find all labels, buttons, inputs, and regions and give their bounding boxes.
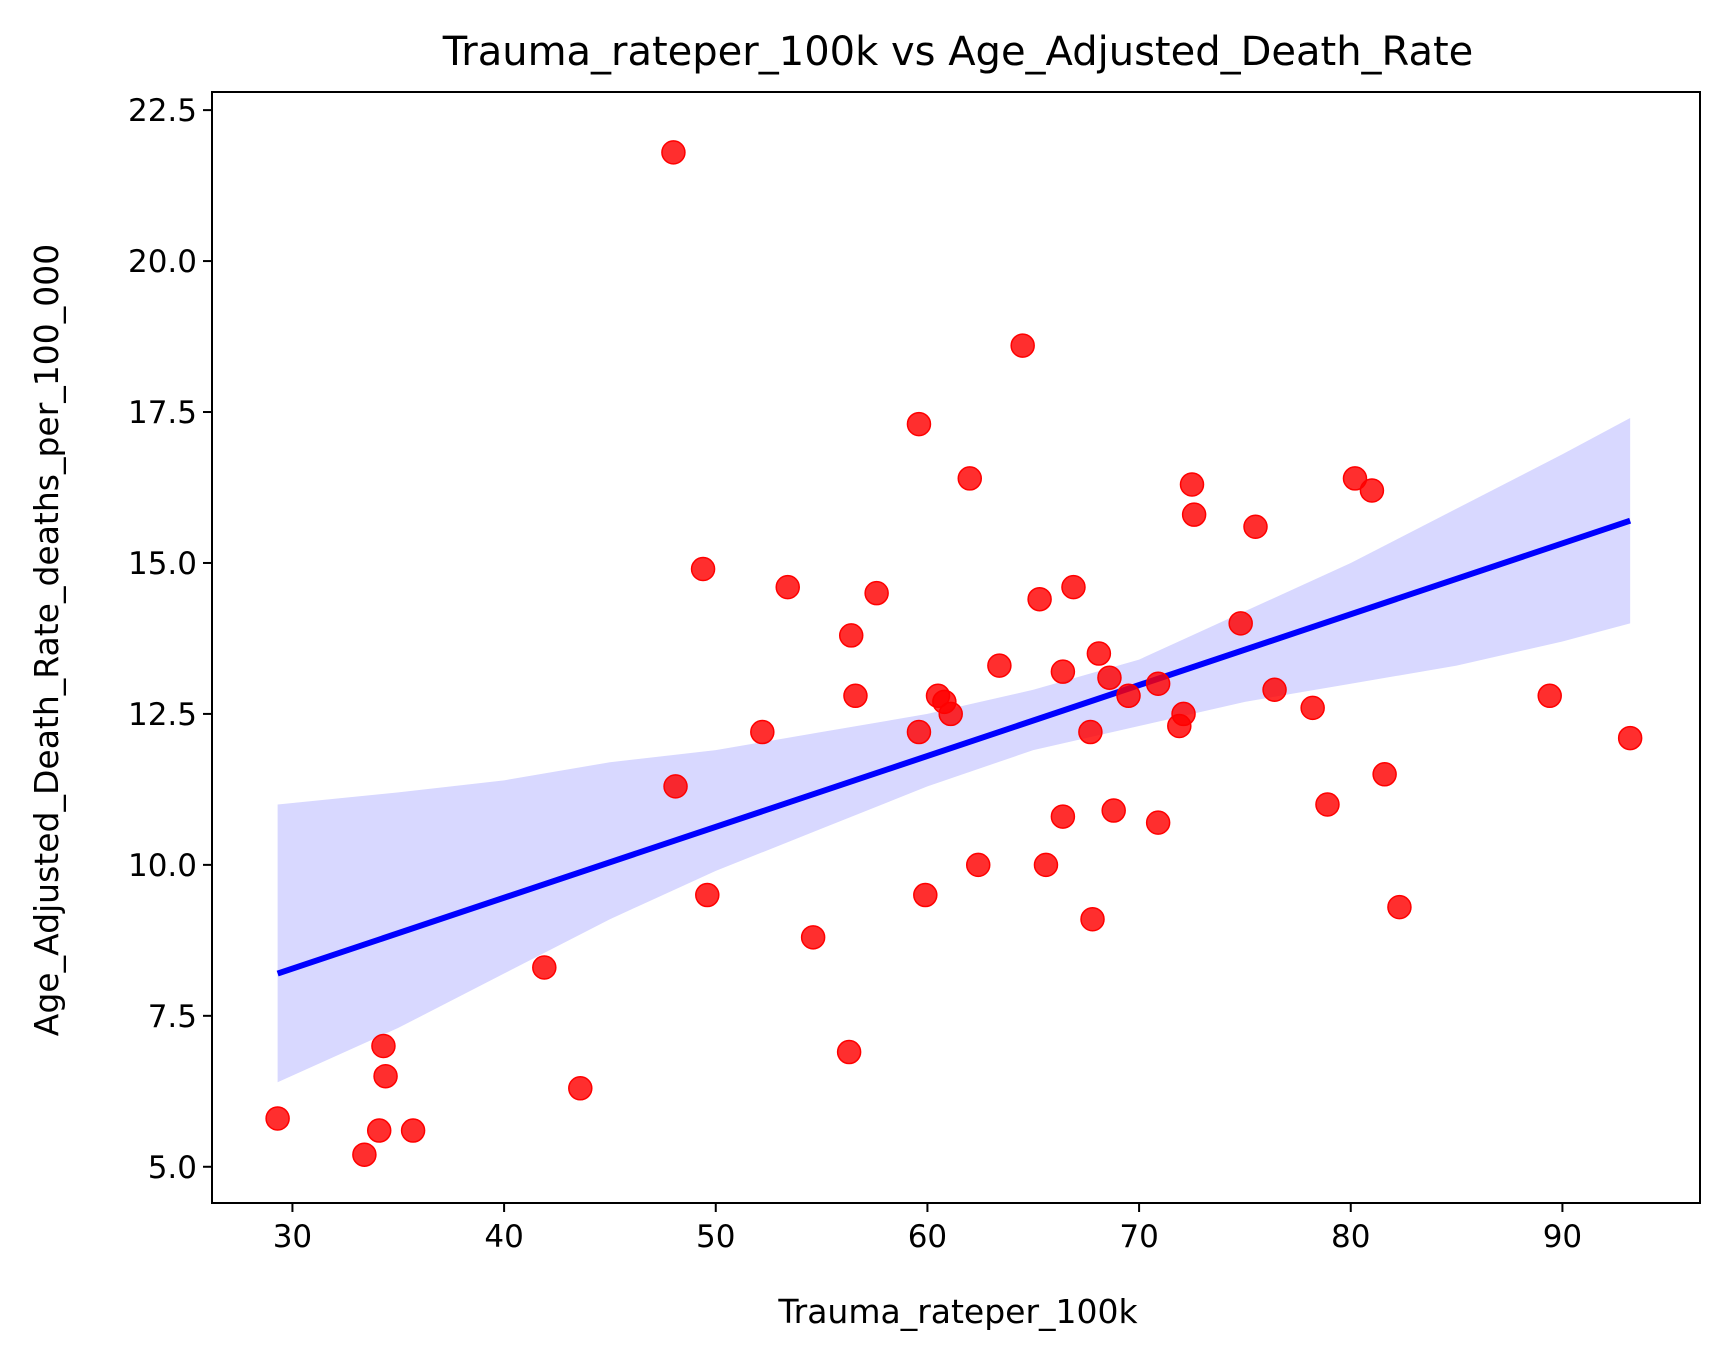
data-point: [957, 466, 983, 491]
data-point: [1061, 574, 1086, 600]
data-point: [373, 1063, 398, 1089]
x-tick-label: 60: [908, 1219, 947, 1255]
y-tick-label: 5.0: [148, 1150, 197, 1186]
data-points-layer: [265, 140, 1643, 1167]
data-point: [400, 1118, 426, 1143]
data-point: [1116, 683, 1141, 709]
plot-area-frame: [211, 91, 1701, 1204]
data-point: [1050, 804, 1076, 829]
data-point: [987, 653, 1012, 678]
data-point: [532, 955, 557, 980]
x-tick-label: 30: [273, 1219, 312, 1255]
data-point: [906, 719, 932, 745]
chart-title: Trauma_rateper_100k vs Age_Adjusted_Deat…: [442, 29, 1474, 75]
data-point: [864, 580, 889, 606]
y-axis-ticks: 5.0 7.5 10.0 12.5 15.0 17.5 20.0 22.5: [128, 93, 212, 1186]
data-point: [352, 1142, 377, 1167]
data-point: [1359, 478, 1385, 503]
data-point: [775, 574, 800, 600]
data-point: [750, 719, 775, 745]
regression-line: [276, 517, 1632, 977]
data-point: [1010, 333, 1035, 358]
x-axis-label: Trauma_rateper_100k: [777, 1292, 1138, 1331]
x-tick-label: 90: [1543, 1219, 1582, 1255]
data-point: [965, 852, 991, 878]
y-tick-label: 15.0: [128, 546, 197, 582]
data-point: [265, 1106, 290, 1131]
x-tick-label: 40: [484, 1219, 523, 1255]
y-tick-label: 20.0: [128, 244, 197, 280]
data-point: [1262, 677, 1287, 703]
data-point: [1342, 466, 1368, 491]
data-point: [913, 882, 938, 908]
data-point: [1101, 798, 1126, 823]
x-axis-ticks: 30 40 50 60 70 80 90: [273, 1203, 1582, 1255]
data-point: [1372, 762, 1397, 787]
x-tick-label: 50: [696, 1219, 735, 1255]
data-point: [838, 623, 864, 648]
y-tick-label: 7.5: [148, 999, 197, 1035]
data-point: [663, 774, 688, 799]
data-point: [1179, 472, 1205, 497]
data-point: [1171, 701, 1196, 727]
data-point: [836, 1039, 862, 1065]
data-point: [1387, 894, 1412, 920]
x-tick-label: 80: [1331, 1219, 1370, 1255]
regression-line-layer: [276, 517, 1632, 977]
data-point: [371, 1033, 396, 1059]
data-point: [1097, 665, 1122, 690]
data-point: [695, 882, 720, 908]
data-point: [1080, 906, 1105, 932]
data-point: [690, 556, 716, 582]
data-point: [1033, 852, 1059, 878]
data-point: [1315, 792, 1340, 817]
y-axis-label: Age_Adjusted_Death_Rate_deaths_per_100_0…: [27, 244, 66, 1037]
y-tick-label: 22.5: [128, 93, 197, 129]
data-point: [1050, 659, 1076, 684]
data-point: [1228, 611, 1253, 636]
data-point: [1300, 695, 1325, 721]
data-point: [1243, 514, 1268, 539]
y-tick-label: 12.5: [128, 697, 197, 733]
data-point: [366, 1118, 392, 1143]
data-point: [1617, 725, 1643, 751]
data-point: [661, 140, 686, 165]
data-point: [906, 411, 932, 437]
data-point: [1537, 683, 1562, 709]
data-point: [568, 1076, 593, 1101]
data-point: [1027, 586, 1052, 612]
data-point: [1145, 671, 1171, 696]
data-point: [938, 701, 963, 727]
data-point: [843, 683, 868, 709]
data-point: [1086, 641, 1112, 666]
data-point: [1145, 810, 1171, 835]
x-tick-label: 70: [1119, 1219, 1158, 1255]
y-tick-label: 17.5: [128, 395, 197, 431]
y-tick-label: 10.0: [128, 848, 197, 884]
data-point: [800, 925, 826, 950]
data-point: [1181, 502, 1207, 527]
data-point: [1078, 719, 1103, 745]
